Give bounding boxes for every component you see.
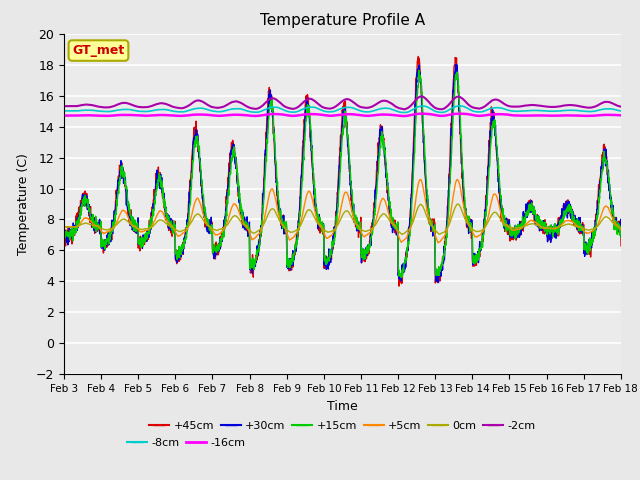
0cm xyxy=(541,225,548,230)
-16cm xyxy=(248,113,255,119)
+30cm xyxy=(541,227,548,232)
-8cm xyxy=(397,109,404,115)
+45cm xyxy=(395,283,403,289)
-2cm xyxy=(574,103,582,109)
Line: -8cm: -8cm xyxy=(64,106,640,112)
Legend: -8cm, -16cm: -8cm, -16cm xyxy=(123,433,250,452)
+30cm xyxy=(452,61,460,67)
+45cm xyxy=(248,263,255,269)
+15cm xyxy=(120,168,127,174)
+5cm xyxy=(248,235,255,241)
+15cm xyxy=(397,272,404,278)
Line: -2cm: -2cm xyxy=(64,96,640,109)
-16cm xyxy=(120,112,127,118)
+15cm xyxy=(541,223,548,228)
0cm xyxy=(60,224,68,230)
-16cm xyxy=(456,111,463,117)
-2cm xyxy=(60,103,68,109)
Line: +45cm: +45cm xyxy=(64,57,640,286)
+15cm xyxy=(60,234,68,240)
+30cm xyxy=(120,167,127,173)
-8cm xyxy=(60,108,68,114)
+15cm xyxy=(574,225,582,231)
-2cm xyxy=(417,94,425,99)
+30cm xyxy=(435,280,442,286)
Line: +30cm: +30cm xyxy=(64,64,640,283)
-8cm xyxy=(456,103,464,109)
-2cm xyxy=(438,107,445,112)
+15cm xyxy=(397,275,405,280)
-2cm xyxy=(120,100,127,106)
0cm xyxy=(398,231,406,237)
-2cm xyxy=(248,106,255,111)
+15cm xyxy=(248,257,255,263)
0cm xyxy=(248,229,255,235)
-8cm xyxy=(248,109,255,115)
-2cm xyxy=(541,104,548,109)
-8cm xyxy=(541,108,548,114)
-16cm xyxy=(397,113,404,119)
+45cm xyxy=(574,221,582,227)
Line: +5cm: +5cm xyxy=(64,180,640,243)
Line: 0cm: 0cm xyxy=(64,204,640,234)
0cm xyxy=(574,224,582,230)
+5cm xyxy=(574,224,582,229)
+30cm xyxy=(397,278,404,284)
-16cm xyxy=(574,113,582,119)
Line: -16cm: -16cm xyxy=(64,114,640,116)
-16cm xyxy=(399,113,407,119)
+5cm xyxy=(120,207,127,213)
+30cm xyxy=(574,224,582,230)
0cm xyxy=(454,201,461,207)
+30cm xyxy=(60,231,68,237)
X-axis label: Time: Time xyxy=(327,400,358,413)
+30cm xyxy=(248,264,255,270)
+45cm xyxy=(541,231,548,237)
Text: GT_met: GT_met xyxy=(72,44,125,57)
-8cm xyxy=(399,109,406,115)
0cm xyxy=(397,230,404,236)
+45cm xyxy=(415,54,422,60)
+15cm xyxy=(415,68,422,73)
0cm xyxy=(120,216,127,222)
+5cm xyxy=(60,224,68,229)
-16cm xyxy=(60,113,68,119)
Title: Temperature Profile A: Temperature Profile A xyxy=(260,13,425,28)
+45cm xyxy=(120,176,127,181)
-2cm xyxy=(397,106,404,111)
+45cm xyxy=(60,238,68,243)
-16cm xyxy=(541,113,548,119)
Y-axis label: Temperature (C): Temperature (C) xyxy=(17,153,30,255)
-8cm xyxy=(574,108,582,113)
+5cm xyxy=(434,240,442,246)
+5cm xyxy=(397,239,404,245)
+5cm xyxy=(541,225,548,231)
+45cm xyxy=(397,280,405,286)
+5cm xyxy=(454,177,461,182)
-8cm xyxy=(120,107,127,112)
Line: +15cm: +15cm xyxy=(64,71,640,277)
